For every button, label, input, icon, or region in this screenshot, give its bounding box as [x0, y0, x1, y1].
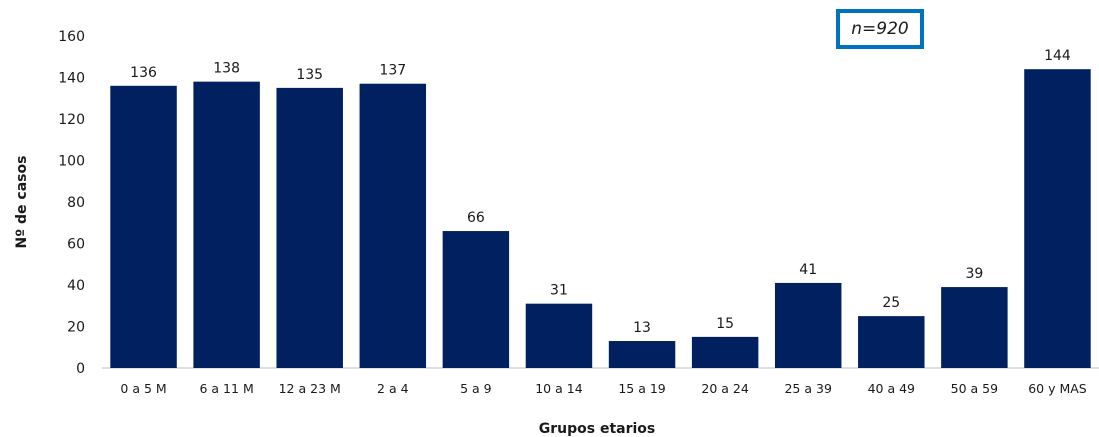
x-tick-label: 2 a 4: [377, 381, 409, 396]
x-tick-label: 15 a 19: [618, 381, 665, 396]
data-label: 144: [1044, 48, 1071, 64]
y-axis-ticks: 0 20 40 60 80 100 120 140 160: [58, 29, 85, 377]
data-label: 13: [633, 320, 651, 336]
y-axis-title: Nº de casos: [14, 156, 30, 249]
bar: [941, 287, 1008, 368]
bar: [1024, 69, 1091, 368]
data-label: 39: [965, 266, 983, 282]
y-tick-label: 120: [58, 112, 85, 128]
data-label: 135: [296, 67, 323, 83]
y-tick-label: 40: [67, 278, 85, 294]
bar: [359, 83, 427, 368]
bar: [608, 341, 676, 368]
y-tick-label: 20: [67, 320, 85, 336]
x-tick-label: 6 a 11 M: [200, 381, 254, 396]
sample-size-text: n=920: [851, 19, 909, 39]
data-label: 138: [213, 61, 240, 77]
x-tick-label: 10 a 14: [535, 381, 582, 396]
data-label: 66: [467, 210, 485, 226]
x-tick-label: 5 a 9: [460, 381, 492, 396]
x-tick-label: 12 a 23 M: [279, 381, 341, 396]
y-tick-label: 60: [67, 237, 85, 253]
x-tick-label: 50 a 59: [951, 381, 998, 396]
data-label: 136: [130, 65, 157, 81]
sample-size-annotation: n=920: [836, 9, 924, 49]
x-tick-label: 0 a 5 M: [120, 381, 166, 396]
x-tick-label: 40 a 49: [868, 381, 915, 396]
x-tick-label: 60 y MAS: [1028, 381, 1087, 396]
bar: [774, 282, 842, 368]
y-tick-label: 100: [58, 154, 85, 170]
bar: [276, 87, 343, 368]
bar: [193, 81, 260, 369]
x-tick-label: 20 a 24: [701, 381, 748, 396]
data-label: 15: [716, 316, 734, 332]
bar: [525, 303, 593, 368]
y-tick-label: 80: [67, 195, 85, 211]
x-axis-ticks: 0 a 5 M 6 a 11 M 12 a 23 M 2 a 4 5 a 9 10 a 1…: [120, 381, 1086, 396]
bar: [442, 231, 510, 368]
bar: [858, 316, 925, 368]
data-label: 137: [379, 63, 406, 79]
data-labels: 136 138 135 137 66 31 13 15 41 25 39 144: [130, 48, 1071, 336]
bars: [110, 69, 1091, 369]
data-label: 25: [882, 295, 900, 311]
x-tick-label: 25 a 39: [784, 381, 831, 396]
y-tick-label: 140: [58, 71, 85, 87]
bar: [691, 336, 759, 368]
x-axis-title: Grupos etarios: [539, 421, 656, 437]
data-label: 31: [550, 283, 568, 299]
y-tick-label: 0: [76, 361, 85, 377]
data-label: 41: [799, 262, 817, 278]
bar: [110, 85, 177, 369]
y-tick-label: 160: [58, 29, 85, 45]
